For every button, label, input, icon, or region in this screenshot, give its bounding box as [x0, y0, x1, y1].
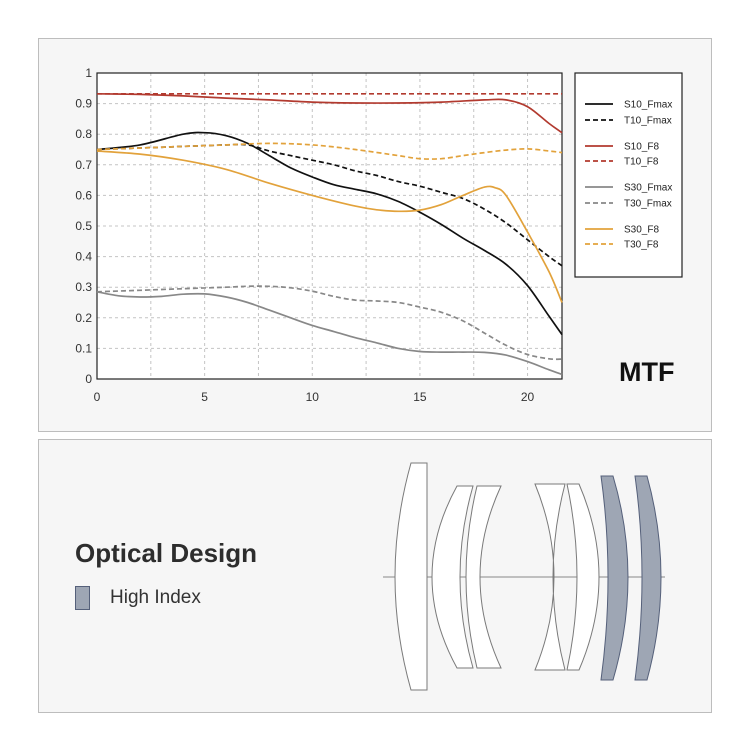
series-line-s30-fmax — [96, 290, 563, 376]
legend-label: S30_F8 — [624, 225, 659, 236]
y-tick-label: 0.8 — [75, 127, 92, 141]
high-index-legend: High Index — [75, 586, 201, 610]
lens-element-5 — [566, 483, 600, 671]
lens-element-1 — [394, 462, 428, 691]
x-tick-label: 5 — [201, 390, 208, 404]
x-tick-label: 15 — [413, 390, 427, 404]
y-tick-label: 0.5 — [75, 219, 92, 233]
legend-box — [574, 72, 683, 278]
lens-element-2 — [431, 485, 474, 669]
lens-element-6-high-index — [600, 475, 629, 681]
y-tick-label: 1 — [85, 66, 92, 80]
x-tick-label: 20 — [521, 390, 535, 404]
y-tick-label: 0.7 — [75, 158, 92, 172]
high-index-label: High Index — [110, 587, 201, 608]
mtf-chart: 0 5 10 15 20 0 0.1 0.2 0.3 0.4 0.5 0.6 0.7 0.8 0.9 1 S10… — [75, 66, 683, 404]
x-tick-label: 10 — [306, 390, 320, 404]
series-line-t30-fmax — [96, 285, 563, 361]
lens-element-4 — [534, 483, 566, 671]
lens-element-7-high-index — [634, 475, 662, 681]
high-index-swatch — [75, 586, 90, 610]
legend-label: T30_Fmax — [624, 199, 672, 210]
plot-area — [97, 73, 562, 379]
series-line-s30-f8 — [96, 150, 563, 303]
series-line-s10-f8 — [96, 92, 563, 134]
y-tick-label: 0.4 — [75, 250, 92, 264]
legend-label: T10_Fmax — [624, 116, 672, 127]
series-line-t30-f8 — [96, 142, 563, 160]
y-tick-label: 0.6 — [75, 188, 92, 202]
optical-design-panel: Optical Design High Index — [38, 439, 712, 713]
series-line-s10-fmax — [96, 131, 563, 336]
y-tick-label: 0.3 — [75, 280, 92, 294]
y-tick-label: 0 — [85, 372, 92, 386]
legend-label: T30_F8 — [624, 240, 659, 251]
optical-design-title: Optical Design — [75, 538, 258, 568]
plot-frame — [96, 72, 563, 380]
lens-element-3 — [465, 485, 502, 669]
legend-label: S10_Fmax — [624, 100, 672, 111]
legend-label: S30_Fmax — [624, 183, 672, 194]
chart-title: MTF — [619, 357, 674, 387]
y-tick-label: 0.1 — [75, 341, 92, 355]
mtf-panel: 0 5 10 15 20 0 0.1 0.2 0.3 0.4 0.5 0.6 0.7 0.8 0.9 1 S10… — [38, 38, 712, 432]
lens-diagram — [383, 462, 665, 691]
y-tick-label: 0.2 — [75, 311, 92, 325]
x-tick-label: 0 — [94, 390, 101, 404]
legend-label: T10_F8 — [624, 157, 659, 168]
y-tick-label: 0.9 — [75, 97, 92, 111]
legend-label: S10_F8 — [624, 142, 659, 153]
